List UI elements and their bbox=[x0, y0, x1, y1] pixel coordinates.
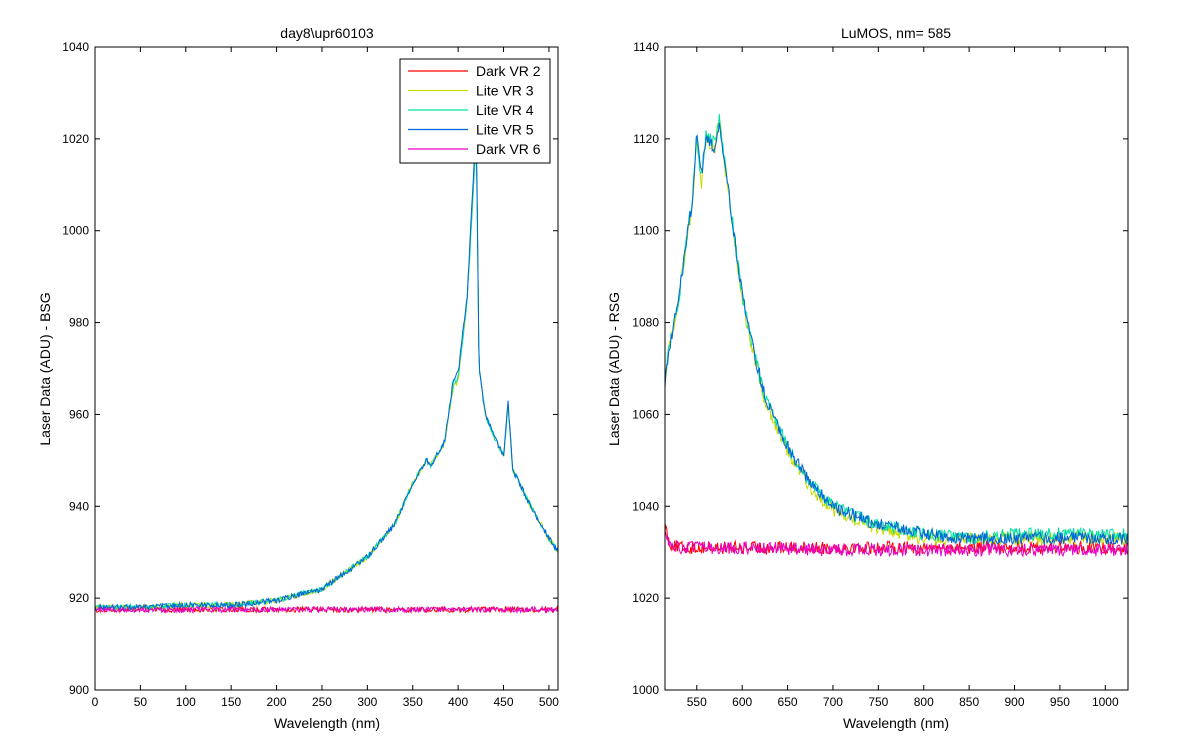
chart-left-xtick-label: 50 bbox=[134, 695, 148, 709]
chart-left-xtick-label: 450 bbox=[494, 695, 514, 709]
chart-left-axes-box bbox=[94, 46, 559, 691]
chart-left-ylabel: Laser Data (ADU) - BSG bbox=[37, 292, 53, 445]
chart-right-ytick-label: 1060 bbox=[632, 407, 659, 421]
chart-right-xtick-label: 550 bbox=[687, 695, 707, 709]
chart-right-ylabel: Laser Data (ADU) - RSG bbox=[606, 292, 622, 446]
chart-left-ytick-label: 960 bbox=[69, 407, 89, 421]
chart-left-xtick-label: 0 bbox=[92, 695, 99, 709]
chart-left-ytick-label: 940 bbox=[69, 499, 89, 513]
chart-right-series-4-line bbox=[664, 122, 1129, 546]
chart-left-ytick-label: 1000 bbox=[62, 224, 89, 238]
chart-left-ytick-label: 980 bbox=[69, 316, 89, 330]
chart-left-legend-label: Lite VR 4 bbox=[476, 102, 534, 118]
chart-right-series-5-line bbox=[664, 530, 1129, 558]
chart-left-ytick-label: 1040 bbox=[62, 40, 89, 54]
chart-left-xtick-label: 200 bbox=[267, 695, 287, 709]
chart-right-ytick-label: 1140 bbox=[633, 40, 659, 54]
chart-left-legend-label: Dark VR 6 bbox=[476, 141, 541, 157]
chart-left-xtick-label: 500 bbox=[539, 695, 559, 709]
chart-right-xtick-label: 900 bbox=[1005, 695, 1025, 709]
chart-right: LuMOS, nm= 585 550 600 650 700 750 800 850 900 9… bbox=[606, 25, 1129, 731]
chart-right-xtick-label: 650 bbox=[778, 695, 798, 709]
chart-left-ytick-label: 1020 bbox=[62, 132, 89, 146]
chart-right-xtick-label: 850 bbox=[959, 695, 979, 709]
chart-right-title: LuMOS, nm= 585 bbox=[841, 25, 951, 41]
chart-left-ytick-label: 920 bbox=[69, 591, 89, 605]
chart-left-legend-box bbox=[399, 58, 551, 164]
chart-right-series bbox=[664, 113, 1129, 558]
chart-right-ticks: 550 600 650 700 750 800 850 900 950 1000 1000 1020 1… bbox=[632, 40, 1128, 709]
chart-right-xtick-label: 700 bbox=[823, 695, 843, 709]
chart-left-legend-label: Lite VR 3 bbox=[476, 83, 534, 99]
chart-right-series-2-line bbox=[664, 118, 1129, 547]
chart-right-xtick-label: 1000 bbox=[1092, 695, 1119, 709]
chart-right-ytick-label: 1040 bbox=[632, 499, 659, 513]
chart-left-title: day8\upr60103 bbox=[280, 25, 374, 41]
chart-left-xlabel: Wavelength (nm) bbox=[274, 715, 380, 731]
chart-left-xtick-label: 250 bbox=[312, 695, 332, 709]
chart-left-xtick-label: 400 bbox=[448, 695, 468, 709]
chart-left-xtick-label: 150 bbox=[221, 695, 241, 709]
chart-right-ytick-label: 1000 bbox=[632, 683, 659, 697]
chart-left: day8\upr60103 0 50 100 150 200 250 300 350 400 45… bbox=[37, 25, 559, 731]
chart-right-xtick-label: 600 bbox=[732, 695, 752, 709]
chart-right-ytick-label: 1020 bbox=[632, 591, 659, 605]
chart-right-ytick-label: 1120 bbox=[633, 132, 659, 146]
chart-left-legend-label: Lite VR 5 bbox=[476, 122, 534, 138]
chart-left-series-1-line bbox=[94, 605, 559, 614]
chart-right-xtick-label: 750 bbox=[868, 695, 888, 709]
chart-right-xtick-label: 950 bbox=[1050, 695, 1070, 709]
chart-right-axes-box bbox=[664, 46, 1129, 691]
chart-left-legend-label: Dark VR 2 bbox=[476, 63, 541, 79]
chart-left-ticks: 0 50 100 150 200 250 300 350 400 450 500 900 920 940 9… bbox=[62, 40, 559, 709]
chart-left-series-5-line bbox=[94, 605, 559, 615]
chart-right-ytick-label: 1100 bbox=[633, 224, 659, 238]
chart-left-ytick-label: 900 bbox=[69, 683, 89, 697]
chart-right-plot-area bbox=[665, 47, 1128, 690]
chart-left-xtick-label: 300 bbox=[357, 695, 377, 709]
chart-left-legend: Dark VR 2 Lite VR 3 Lite VR 4 Lite VR 5 Dark… bbox=[399, 58, 551, 164]
chart-left-xtick-label: 100 bbox=[176, 695, 196, 709]
chart-right-xlabel: Wavelength (nm) bbox=[843, 715, 949, 731]
chart-left-xtick-label: 350 bbox=[403, 695, 423, 709]
chart-left-series bbox=[94, 123, 559, 615]
chart-right-xtick-label: 800 bbox=[914, 695, 934, 709]
chart-right-ytick-label: 1080 bbox=[632, 316, 659, 330]
chart-left-series-4-line bbox=[94, 123, 559, 612]
